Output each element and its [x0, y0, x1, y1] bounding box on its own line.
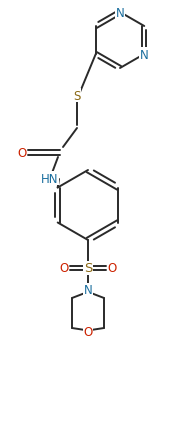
- Text: HN: HN: [41, 172, 59, 185]
- Text: N: N: [116, 6, 124, 19]
- Text: S: S: [84, 262, 92, 275]
- Text: O: O: [107, 262, 117, 275]
- Text: O: O: [83, 326, 93, 339]
- Text: O: O: [17, 146, 27, 159]
- Text: S: S: [73, 89, 81, 102]
- Text: N: N: [84, 284, 92, 297]
- Text: N: N: [140, 49, 149, 61]
- Text: O: O: [59, 262, 69, 275]
